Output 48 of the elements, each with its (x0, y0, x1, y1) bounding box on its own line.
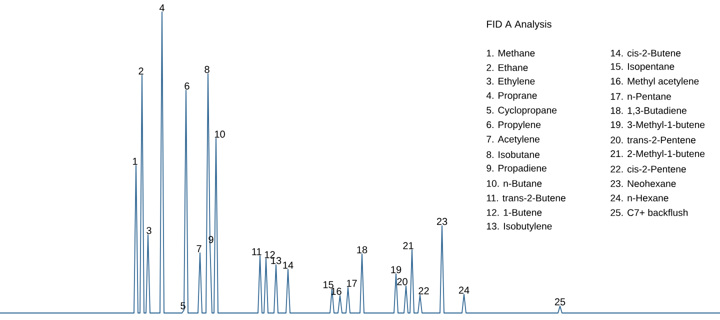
annotation: 20 (397, 278, 408, 286)
annotation: 18. 1,3-Butadiene (610, 106, 686, 116)
annotation: 15 (323, 281, 334, 288)
annotation: 7 (196, 245, 202, 252)
annotation: 15. Isopentane (610, 63, 674, 72)
text: FID A Analysis (487, 20, 552, 30)
annotation: 9. Propadiene (486, 164, 546, 174)
annotation: 14 (283, 262, 294, 269)
annotation: 2 (138, 68, 144, 75)
annotation: 22 (418, 287, 429, 294)
annotation: 6. Propylene (486, 121, 541, 130)
annotation: 3. Ethylene (486, 78, 535, 86)
annotation: 10. n-Butane (486, 180, 542, 187)
annotation: 12 (264, 251, 275, 258)
annotation: 19 (391, 266, 402, 274)
annotation: 8. Isobutane (486, 150, 540, 158)
annotation: 11 (252, 248, 262, 256)
annotation: 20. trans-2-Pentene (610, 136, 696, 144)
annotation: 18 (357, 246, 368, 254)
annotation: 1. Methane (486, 49, 535, 57)
annotation: 5. Cyclopropane (486, 106, 557, 116)
annotation: 13 (271, 257, 282, 264)
annotation: 22. cis-2-Pentene (610, 165, 686, 173)
annotation: 21 (403, 242, 414, 250)
annotation: 2. Ethane (486, 64, 528, 72)
annotation: 4. Proprane (486, 92, 537, 101)
annotation: 12. 1-Butene (486, 209, 542, 216)
annotation: 11. trans-2-Butene (486, 194, 566, 202)
annotation: 1 (133, 158, 138, 165)
annotation: 24 (458, 286, 470, 294)
annotation: 19. 3-Methyl-1-butene (610, 121, 705, 130)
annotation: 10 (214, 130, 225, 138)
annotation: 17 (346, 280, 357, 287)
annotation: 16. Methyl acetylene (610, 78, 699, 86)
annotation: 3 (146, 226, 152, 234)
annotation: 4 (159, 4, 164, 12)
annotation: 17. n-Pentane (610, 93, 671, 100)
annotation: 21. 2-Methyl-1-butene (610, 150, 705, 159)
annotation: 23. Neohexane (610, 180, 676, 188)
annotation: 24. n-Hexane (610, 194, 668, 202)
annotation: 6 (184, 82, 190, 90)
annotation: 8 (204, 66, 210, 73)
annotation: 7. Acetylene (486, 136, 540, 144)
annotation: 13. Isobutylene (486, 222, 552, 232)
annotation: 14. cis-2-Butene (610, 49, 681, 57)
annotation: 25 (554, 298, 566, 306)
annotation: 23 (436, 218, 448, 226)
annotation: 25. C7+ backflush (610, 208, 688, 216)
